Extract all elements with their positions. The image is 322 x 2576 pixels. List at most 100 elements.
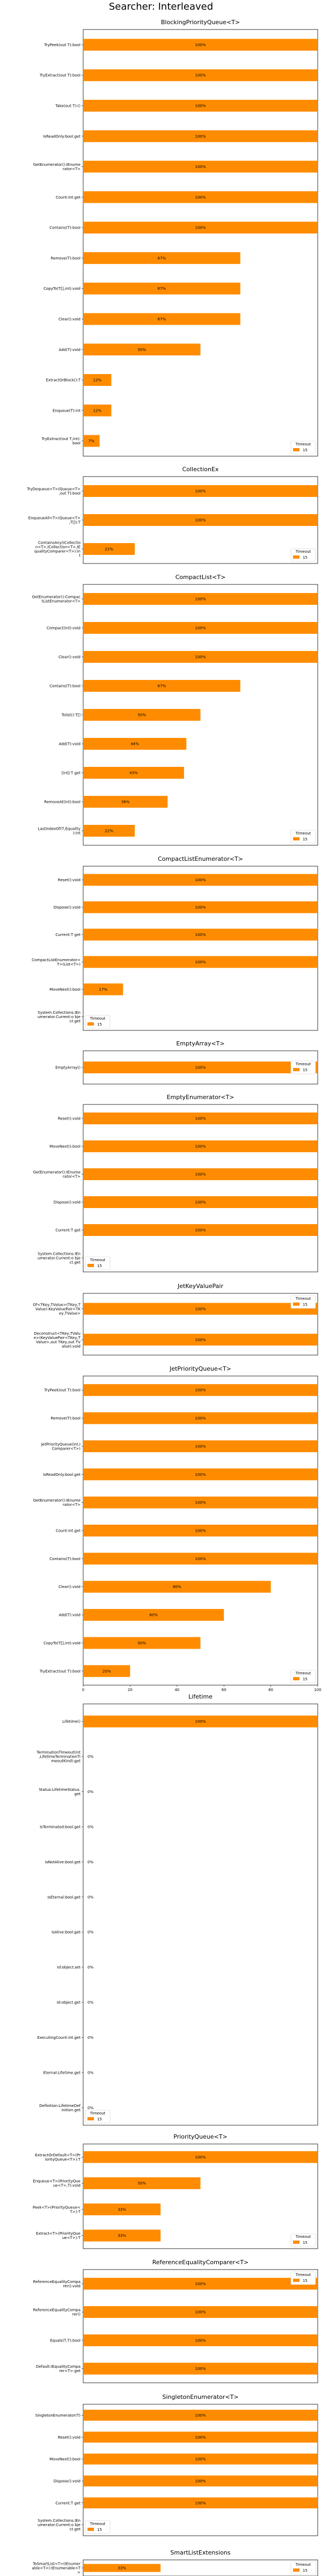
bar-value-label: 7% — [89, 439, 94, 443]
category-label: Current:T get — [55, 933, 80, 937]
category-label: ReferenceEqualityCompa rer() — [33, 2308, 81, 2317]
bar-value-label: 0% — [87, 1755, 93, 1759]
bar-value-label: 0% — [87, 1825, 93, 1829]
plot-frame — [83, 2269, 318, 2383]
category-label: Take(out T):() — [55, 104, 80, 108]
category-label: Add(T):void — [59, 1613, 80, 1618]
bar — [83, 622, 318, 634]
bar — [83, 543, 135, 555]
bar-value-label: 0% — [87, 2001, 93, 2005]
chart-title: SmartListExtensions — [170, 2549, 231, 2556]
bar — [83, 2432, 318, 2443]
bar — [83, 252, 240, 264]
category-label: [int]:T get — [62, 771, 80, 775]
bar — [83, 1168, 318, 1180]
chart-panel: SingletonEnumerator<T> 100% SingletonEnume… — [35, 2394, 318, 2536]
chart-panel: Lifetime 100% Lifetime() 0% TerminationTimeo… — [36, 1693, 318, 2126]
bar-value-label: 100% — [195, 1416, 206, 1421]
category-label: Contains(T):bool — [49, 1557, 80, 1561]
bar-value-label: 100% — [195, 2501, 206, 2505]
category-label: TryPeek(out T):bool — [43, 1388, 80, 1393]
legend-title: Timeout — [295, 442, 311, 447]
bar-value-label: 100% — [195, 1444, 206, 1448]
plot-frame — [83, 1293, 318, 1356]
bar — [83, 709, 201, 721]
bar-value-label: 100% — [195, 1388, 206, 1393]
bar-value-label: 100% — [195, 1719, 206, 1724]
bar-value-label: 22% — [105, 829, 113, 833]
legend-swatch — [293, 1302, 299, 1306]
legend-entry: 15 — [97, 2528, 102, 2532]
bar — [83, 1637, 201, 1649]
category-label: Current:T get — [55, 2501, 80, 2505]
category-label: Current:T get — [55, 1228, 80, 1233]
bar — [83, 1384, 318, 1396]
legend-title: Timeout — [295, 2235, 311, 2239]
category-label: System.Collections.IEn umerator.Current:o… — [38, 1011, 80, 1023]
bar-value-label: 60% — [149, 1613, 158, 1618]
category-label: TryExtract(out T):bool — [39, 1669, 80, 1673]
bar — [83, 1224, 318, 1236]
category-label: ReferenceEqualityCompa rer():void — [33, 2280, 80, 2288]
bar-value-label: 100% — [195, 1529, 206, 1533]
bar-value-label: 100% — [195, 1066, 206, 1070]
category-label: ExtractOrBlock():T — [46, 378, 81, 383]
legend-swatch — [293, 555, 299, 559]
bar-value-label: 67% — [158, 256, 166, 260]
bar-value-label: 100% — [195, 518, 206, 523]
bar — [83, 1302, 318, 1315]
bar-value-label: 67% — [158, 287, 166, 291]
category-label: CopyTo(T[],int):void — [43, 1641, 80, 1645]
bar-value-label: 100% — [195, 195, 206, 200]
bar — [83, 593, 318, 605]
legend-title: Timeout — [90, 1016, 106, 1021]
category-label: Reset():void — [58, 1117, 80, 1121]
legend-swatch — [87, 1264, 94, 1267]
bar — [83, 160, 318, 173]
bar-value-label: 100% — [195, 960, 206, 964]
bar-value-label: 0% — [87, 2036, 93, 2040]
category-label: IsEternal:bool.get — [47, 1895, 80, 1899]
bar-value-label: 80% — [173, 1585, 181, 1589]
bar-value-label: 67% — [158, 317, 166, 321]
bar-value-label: 100% — [195, 1201, 206, 1205]
chart-title: EmptyArray<T> — [176, 1040, 224, 1047]
category-label: Count:int.get — [56, 195, 80, 200]
bar-value-label: 33% — [118, 2234, 126, 2238]
bar-value-label: 100% — [195, 489, 206, 494]
legend-title: Timeout — [295, 1671, 311, 1675]
category-label: TryDequeue<T>(Queue<T> ,out T):bool — [26, 487, 80, 496]
bar-value-label: 0% — [87, 1790, 93, 1794]
bar-value-label: 100% — [195, 2310, 206, 2315]
bar-value-label: 100% — [195, 626, 206, 631]
bar-value-label: 100% — [195, 2435, 206, 2440]
chart-title: PriorityQueue<T> — [173, 2133, 227, 2140]
bar-value-label: 100% — [195, 2367, 206, 2371]
x-tick-label: 40 — [174, 1688, 179, 1692]
plot-frame — [83, 1104, 318, 1272]
bar — [83, 956, 318, 968]
legend-entry: 15 — [97, 2117, 102, 2121]
bar — [83, 767, 184, 779]
category-label: Compact(int):void — [47, 626, 80, 631]
chart-panel: ReferenceEqualityComparer<T> 100% Referenc… — [33, 2259, 318, 2383]
bar-value-label: 100% — [195, 933, 206, 937]
category-label: Contains(T):bool — [49, 226, 80, 230]
bar-value-label: 50% — [137, 713, 146, 718]
legend-swatch — [87, 1022, 94, 1026]
category-label: Id:object.get — [57, 2001, 80, 2005]
legend-swatch — [293, 1068, 299, 1071]
category-label: Enqueue<T>(PriorityQue ue<T>,T):void — [33, 2179, 80, 2188]
bar — [83, 2334, 318, 2346]
chart-title: ReferenceEqualityComparer<T> — [152, 2259, 249, 2266]
bar-value-label: 67% — [158, 684, 166, 689]
legend-title: Timeout — [295, 550, 311, 554]
bar-value-label: 100% — [195, 134, 206, 138]
bar — [83, 2453, 318, 2465]
bar-value-label: 100% — [195, 1307, 206, 1311]
bar-value-label: 100% — [195, 226, 206, 230]
bar-value-label: 12% — [93, 378, 101, 383]
bar — [83, 651, 318, 663]
bar-value-label: 100% — [195, 43, 206, 47]
category-label: GetEnumerator():IEnume rator<T> — [33, 163, 80, 171]
